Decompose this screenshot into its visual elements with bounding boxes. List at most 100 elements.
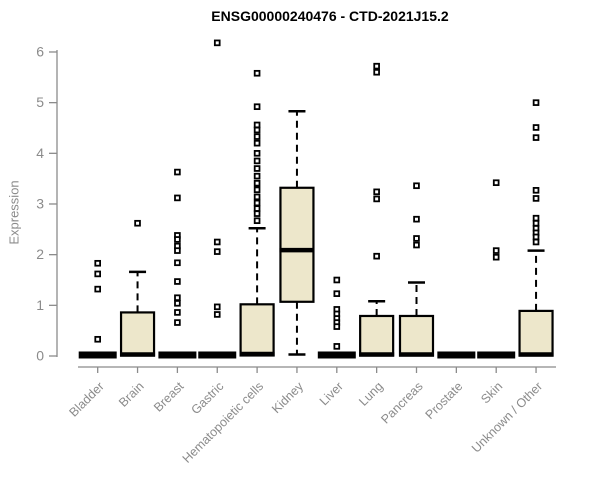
boxplot-brain — [119, 219, 156, 357]
box — [518, 309, 554, 357]
boxplot-prostate — [437, 351, 476, 359]
flat-box — [317, 351, 356, 359]
outlier-dot — [174, 319, 181, 326]
outlier-dot — [532, 124, 540, 131]
outlier-dot — [174, 236, 181, 243]
x-tick-label: Lung — [356, 379, 386, 409]
outlier-dot — [213, 248, 221, 255]
outlier-dot — [253, 139, 261, 147]
outlier-dot — [253, 126, 261, 134]
outlier-dot — [373, 195, 380, 203]
box — [119, 311, 156, 357]
x-tick-label: Prostate — [423, 379, 466, 422]
y-tick-label: 4 — [36, 145, 44, 161]
outlier-dot — [253, 157, 261, 165]
outlier-dot — [253, 193, 261, 201]
y-tick-label: 6 — [36, 43, 44, 59]
outlier-dot — [253, 179, 261, 187]
outlier-dot — [94, 285, 102, 293]
boxplot-hematopoietic-cells — [239, 69, 275, 357]
outlier-dot — [253, 172, 261, 180]
boxplot-liver — [317, 276, 356, 359]
outlier-dot — [373, 68, 380, 76]
outlier-dot — [492, 253, 500, 261]
outlier-dot — [253, 69, 261, 77]
outlier-dot — [373, 188, 380, 196]
outlier-dot — [253, 210, 261, 217]
x-tick-label: Unknown / Other — [469, 379, 545, 455]
x-tick-label: Gastric — [188, 379, 226, 417]
outlier-dot — [253, 186, 261, 194]
box — [359, 314, 395, 357]
flat-box — [437, 351, 476, 359]
outlier-dot — [492, 247, 500, 254]
outlier-dot — [174, 168, 181, 176]
outlier-dot — [532, 195, 540, 202]
y-tick-label: 0 — [36, 348, 44, 364]
outlier-dot — [134, 219, 141, 227]
boxplot-bladder — [78, 259, 117, 359]
outlier-dot — [94, 335, 102, 343]
outlier-dot — [174, 247, 181, 254]
outlier-dot — [94, 259, 102, 267]
y-tick-label: 5 — [36, 94, 44, 110]
x-tick-label: Bladder — [66, 379, 106, 419]
chart-title: ENSG00000240476 - CTD-2021J15.2 — [211, 8, 449, 24]
outlier-dot — [253, 199, 261, 207]
outlier-dot — [492, 179, 500, 187]
boxplot-skin — [477, 179, 516, 359]
outlier-dot — [253, 121, 261, 129]
outlier-dot — [174, 294, 181, 302]
x-tick-label: Breast — [151, 379, 187, 415]
outlier-dot — [174, 194, 181, 202]
x-tick-label: Liver — [317, 379, 346, 408]
boxplot-breast — [158, 168, 197, 359]
outlier-dot — [532, 214, 540, 222]
flat-box — [198, 351, 237, 359]
outlier-dot — [174, 278, 181, 285]
x-tick-label: Skin — [478, 379, 505, 406]
x-tick-label: Brain — [116, 379, 147, 410]
outlier-dot — [413, 182, 420, 190]
outlier-dot — [174, 259, 181, 267]
outlier-dot — [333, 323, 341, 330]
flat-box — [78, 351, 117, 359]
outlier-dot — [213, 303, 221, 311]
outlier-dot — [333, 290, 341, 297]
box — [239, 303, 275, 357]
boxplot-pancreas — [398, 182, 435, 357]
outlier-dot — [413, 215, 420, 223]
outlier-dot — [253, 205, 261, 212]
outlier-dot — [532, 219, 540, 227]
x-tick-label: Kidney — [269, 379, 306, 416]
outlier-dot — [333, 343, 341, 350]
outlier-dot — [413, 235, 420, 242]
outlier-dot — [213, 39, 221, 47]
outlier-dot — [253, 165, 261, 172]
outlier-dot — [213, 311, 221, 318]
outlier-dot — [253, 103, 261, 111]
outlier-dot — [213, 238, 221, 246]
boxplot-kidney — [279, 110, 315, 356]
outlier-dot — [253, 217, 261, 225]
outlier-dot — [532, 233, 540, 241]
outlier-dot — [174, 309, 181, 316]
outlier-dot — [532, 187, 540, 194]
outlier-dot — [532, 99, 540, 106]
outlier-dot — [94, 270, 102, 278]
x-tick-label: Pancreas — [378, 379, 425, 426]
y-tick-label: 1 — [36, 297, 44, 313]
flat-box — [477, 351, 516, 359]
outlier-dot — [532, 134, 540, 141]
box — [398, 314, 435, 357]
boxplot-lung — [359, 62, 395, 357]
outlier-dot — [373, 252, 380, 260]
boxplot-unknown-other — [518, 99, 554, 357]
outlier-dot — [333, 276, 341, 284]
box — [279, 186, 315, 303]
outlier-dot — [532, 238, 540, 246]
outlier-dot — [253, 150, 261, 157]
outlier-dot — [174, 300, 181, 307]
